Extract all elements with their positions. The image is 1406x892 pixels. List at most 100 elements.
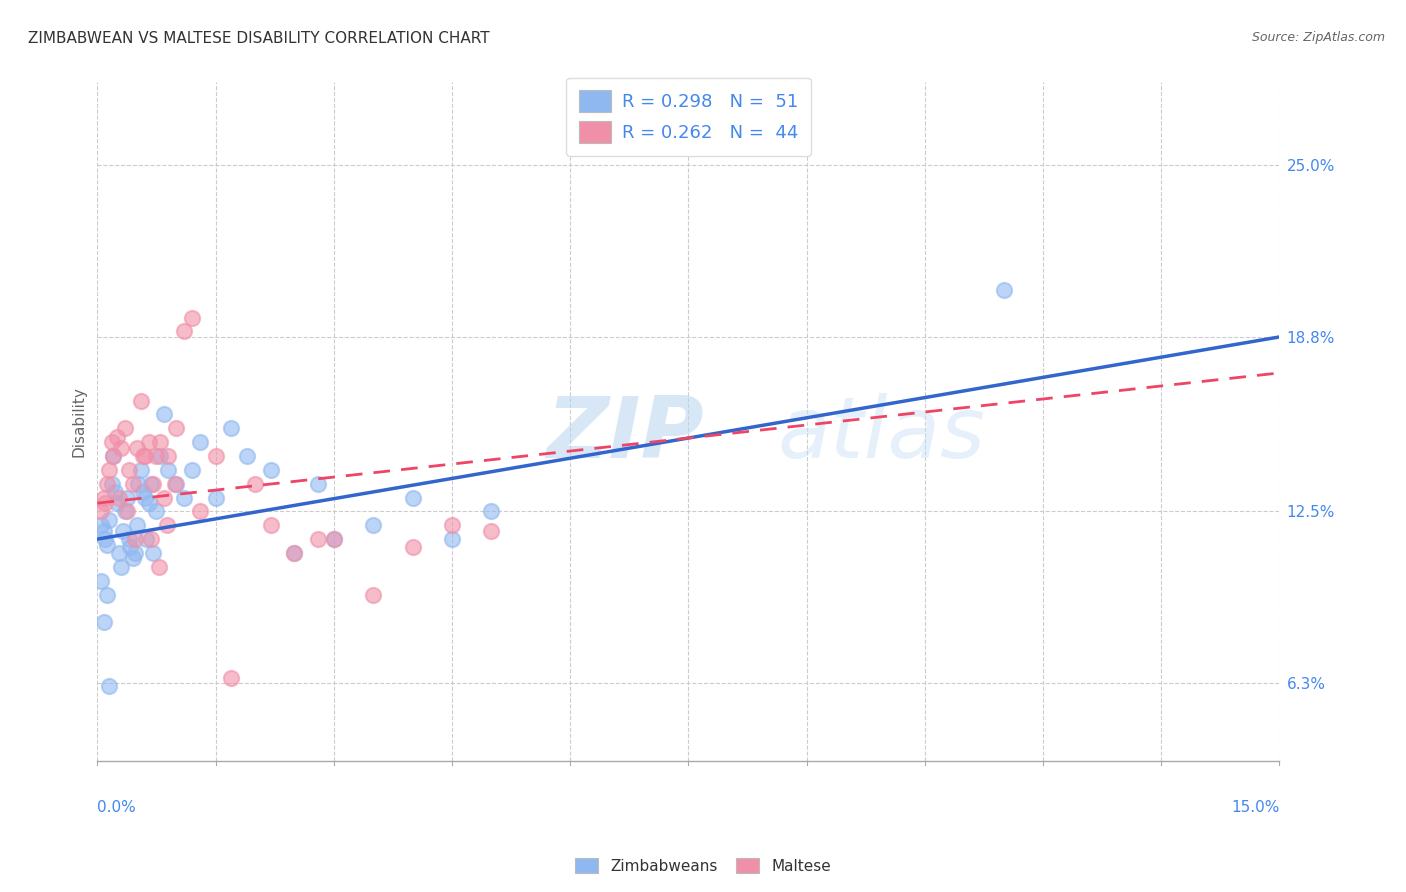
Point: [138, 435, 160, 450]
Text: atlas: atlas: [778, 393, 986, 476]
Point: [90, 504, 112, 518]
Point: [127, 476, 149, 491]
Point: [148, 559, 170, 574]
Point: [401, 491, 423, 505]
Point: [221, 671, 243, 685]
Point: [361, 587, 384, 601]
Point: [153, 491, 176, 505]
Point: [307, 532, 329, 546]
Point: [96, 538, 118, 552]
Point: [114, 421, 136, 435]
Point: [94, 496, 117, 510]
Point: [157, 463, 180, 477]
Point: [129, 393, 152, 408]
Point: [93, 491, 115, 505]
Point: [165, 476, 187, 491]
Point: [204, 491, 226, 505]
Point: [105, 496, 128, 510]
Point: [125, 441, 148, 455]
Point: [157, 449, 180, 463]
Point: [204, 449, 226, 463]
Point: [104, 485, 127, 500]
Point: [139, 532, 162, 546]
Point: [129, 463, 152, 477]
Point: [98, 679, 121, 693]
Point: [93, 524, 115, 538]
Point: [124, 546, 146, 560]
Point: [188, 504, 211, 518]
Text: ZIMBABWEAN VS MALTESE DISABILITY CORRELATION CHART: ZIMBABWEAN VS MALTESE DISABILITY CORRELA…: [28, 31, 489, 46]
Point: [173, 491, 195, 505]
Point: [134, 449, 156, 463]
Point: [149, 449, 172, 463]
Point: [361, 518, 384, 533]
Point: [322, 532, 344, 546]
Point: [118, 463, 141, 477]
Point: [90, 518, 112, 533]
Point: [440, 532, 463, 546]
Point: [96, 476, 118, 491]
Point: [307, 476, 329, 491]
Point: [93, 615, 115, 630]
Text: 0.0%: 0.0%: [97, 799, 136, 814]
Point: [260, 463, 283, 477]
Point: [145, 504, 167, 518]
Point: [243, 476, 266, 491]
Point: [479, 504, 502, 518]
Point: [221, 421, 243, 435]
Point: [156, 518, 179, 533]
Point: [138, 496, 160, 510]
Point: [98, 463, 121, 477]
Point: [283, 546, 305, 560]
Point: [121, 476, 143, 491]
Point: [322, 532, 344, 546]
Point: [479, 524, 502, 538]
Point: [110, 441, 132, 455]
Point: [117, 491, 139, 505]
Point: [100, 435, 122, 450]
Legend: Zimbabweans, Maltese: Zimbabweans, Maltese: [569, 852, 837, 880]
Point: [90, 574, 112, 588]
Point: [153, 408, 176, 422]
Point: [134, 491, 156, 505]
Point: [145, 449, 167, 463]
Point: [111, 524, 134, 538]
Point: [118, 532, 141, 546]
Point: [401, 541, 423, 555]
Y-axis label: Disability: Disability: [72, 386, 86, 457]
Point: [110, 559, 132, 574]
Point: [260, 518, 283, 533]
Point: [173, 325, 195, 339]
Point: [108, 546, 131, 560]
Point: [105, 430, 128, 444]
Point: [188, 435, 211, 450]
Point: [139, 476, 162, 491]
Point: [101, 449, 124, 463]
Text: 15.0%: 15.0%: [1232, 799, 1279, 814]
Text: ZIP: ZIP: [547, 393, 704, 476]
Point: [120, 541, 142, 555]
Point: [283, 546, 305, 560]
Point: [100, 476, 122, 491]
Point: [94, 532, 117, 546]
Point: [180, 463, 202, 477]
Point: [149, 435, 172, 450]
Point: [125, 518, 148, 533]
Point: [163, 476, 186, 491]
Point: [132, 449, 155, 463]
Point: [135, 532, 157, 546]
Text: Source: ZipAtlas.com: Source: ZipAtlas.com: [1251, 31, 1385, 45]
Legend: R = 0.298   N =  51, R = 0.262   N =  44: R = 0.298 N = 51, R = 0.262 N = 44: [565, 78, 811, 156]
Point: [132, 485, 155, 500]
Point: [96, 587, 118, 601]
Point: [180, 310, 202, 325]
Point: [98, 513, 121, 527]
Point: [141, 546, 163, 560]
Point: [121, 551, 143, 566]
Point: [114, 504, 136, 518]
Point: [141, 476, 163, 491]
Point: [124, 532, 146, 546]
Point: [101, 449, 124, 463]
Point: [165, 421, 187, 435]
Point: [993, 283, 1015, 297]
